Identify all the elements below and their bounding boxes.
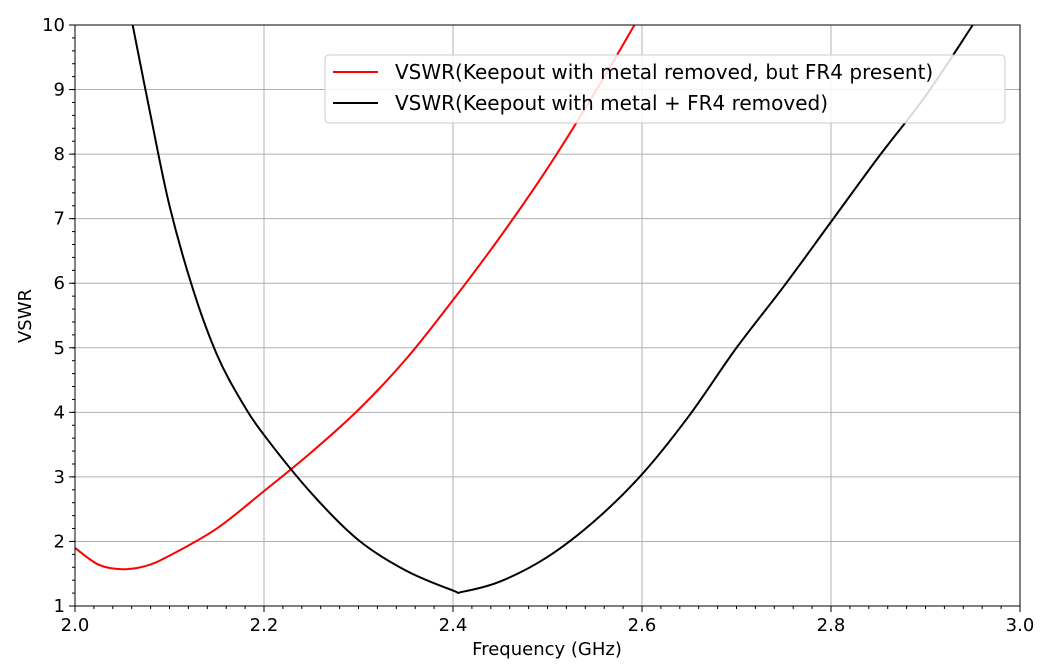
x-tick-label: 2.8 [817,615,846,636]
y-tick-label: 3 [54,467,65,488]
y-tick-label: 7 [54,209,65,230]
x-tick-label: 2.0 [61,615,90,636]
y-tick-label: 10 [42,15,65,36]
y-axis-label: VSWR [15,289,36,343]
series-line-1 [131,24,974,595]
y-tick-label: 9 [54,80,65,101]
x-tick-label: 2.2 [250,615,279,636]
legend-box [324,54,1006,124]
legend-label-0: VSWR(Keepout with metal removed, but FR4… [395,60,933,84]
y-tick-label: 5 [54,338,65,359]
plot-frame [74,24,1021,607]
y-tick-label: 8 [54,144,65,165]
series-line-0 [74,24,636,571]
y-tick-label: 1 [54,596,65,617]
x-axis-label: Frequency (GHz) [472,639,622,660]
y-tick-label: 2 [54,531,65,552]
y-tick-label: 6 [54,273,65,294]
x-tick-label: 3.0 [1006,615,1035,636]
axis-ticks: 2.0 2.2 2.4 2.6 2.8 3.0 1 2 3 4 5 6 7 8 9 10 [42,15,1034,636]
legend: VSWR(Keepout with metal removed, but FR4… [324,54,1006,124]
series-lines [74,24,974,595]
legend-label-1: VSWR(Keepout with metal + FR4 removed) [395,91,828,115]
y-tick-label: 4 [54,402,65,423]
x-tick-label: 2.6 [628,615,657,636]
x-tick-label: 2.4 [439,615,468,636]
